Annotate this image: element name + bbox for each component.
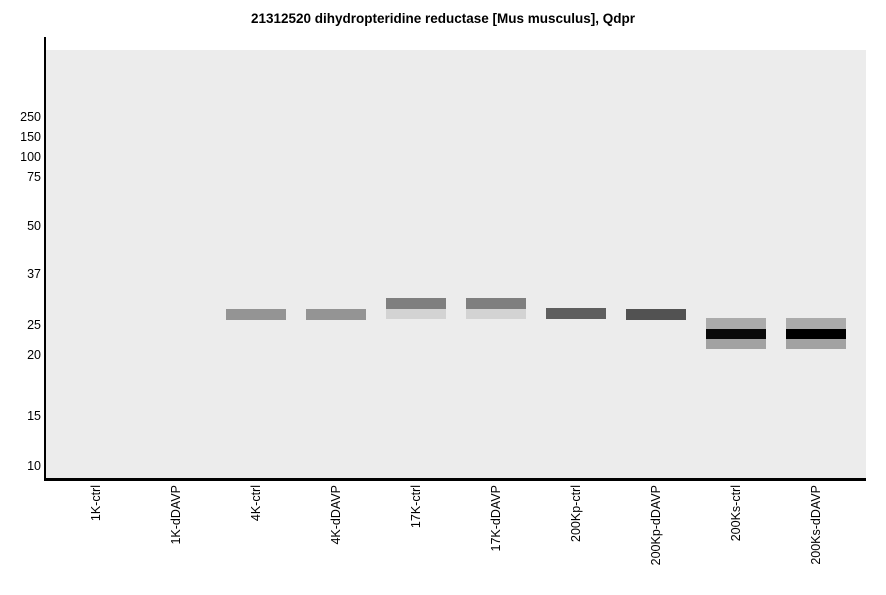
y-tick-label-75: 75	[27, 170, 41, 184]
figure-title: 21312520 dihydropteridine reductase [Mus…	[250, 11, 636, 26]
gel-band-4K-ctrl-0	[226, 309, 286, 320]
lane-label-200Kp-ctrl: 200Kp-ctrl	[569, 485, 583, 542]
gel-band-200Ks-dDAVP-2	[786, 339, 846, 349]
lane-label-1K-ctrl: 1K-ctrl	[89, 485, 103, 522]
gel-band-200Ks-dDAVP-0	[786, 318, 846, 329]
gel-band-17K-ctrl-1	[386, 309, 446, 319]
gel-band-17K-dDAVP-0	[466, 298, 526, 309]
lane-label-200Ks-dDAVP: 200Ks-dDAVP	[809, 485, 823, 565]
gel-band-200Ks-ctrl-2	[706, 339, 766, 349]
gel-band-200Ks-ctrl-1	[706, 329, 766, 339]
lane-label-200Kp-dDAVP: 200Kp-dDAVP	[649, 485, 663, 566]
gel-band-200Kp-dDAVP-0	[626, 309, 686, 320]
y-tick-label-20: 20	[27, 348, 41, 362]
gel-band-17K-ctrl-0	[386, 298, 446, 309]
y-tick-label-10: 10	[27, 459, 41, 473]
gel-band-200Ks-dDAVP-1	[786, 329, 846, 339]
y-tick-label-250: 250	[20, 110, 41, 124]
gel-band-200Kp-ctrl-0	[546, 308, 606, 319]
lane-label-200Ks-ctrl: 200Ks-ctrl	[729, 485, 743, 542]
lane-label-17K-dDAVP: 17K-dDAVP	[489, 485, 503, 552]
gel-band-4K-dDAVP-0	[306, 309, 366, 320]
y-tick-label-15: 15	[27, 409, 41, 423]
y-tick-label-100: 100	[20, 150, 41, 164]
gel-band-200Ks-ctrl-0	[706, 318, 766, 329]
lane-label-4K-dDAVP: 4K-dDAVP	[329, 485, 343, 545]
lane-label-17K-ctrl: 17K-ctrl	[409, 485, 423, 529]
y-tick-label-50: 50	[27, 219, 41, 233]
x-axis-line	[44, 478, 866, 481]
y-tick-label-150: 150	[20, 130, 41, 144]
y-tick-label-25: 25	[27, 318, 41, 332]
y-axis-line	[44, 37, 46, 481]
gel-band-17K-dDAVP-1	[466, 309, 526, 319]
gel-plot-area	[46, 50, 866, 478]
lane-label-1K-dDAVP: 1K-dDAVP	[169, 485, 183, 545]
lane-label-4K-ctrl: 4K-ctrl	[249, 485, 263, 522]
y-tick-label-37: 37	[27, 267, 41, 281]
